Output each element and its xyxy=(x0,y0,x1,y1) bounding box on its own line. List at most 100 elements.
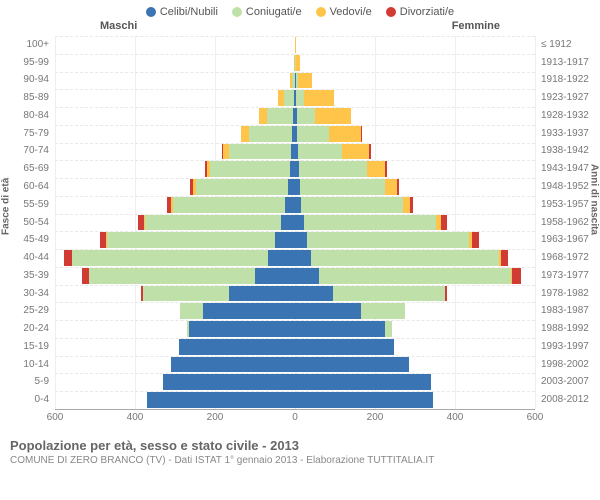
bar-segment xyxy=(285,197,295,213)
male-bar xyxy=(55,37,295,53)
age-label: 25-29 xyxy=(5,306,55,316)
age-label: 100+ xyxy=(5,40,55,50)
bar-segment xyxy=(441,215,447,231)
bar-segment xyxy=(311,250,499,266)
female-bar xyxy=(295,339,535,355)
birth-year-label: 1938-1942 xyxy=(535,146,589,156)
bar-segment xyxy=(342,144,369,160)
legend-label: Vedovi/e xyxy=(330,6,372,18)
bar-segment xyxy=(267,108,293,124)
female-bar xyxy=(295,37,535,53)
birth-year-label: 2003-2007 xyxy=(535,377,589,387)
male-bar xyxy=(55,197,295,213)
bar-segment xyxy=(403,197,410,213)
bar-segment xyxy=(295,37,296,53)
bar-segment xyxy=(179,339,295,355)
male-bar xyxy=(55,179,295,195)
male-bar xyxy=(55,108,295,124)
age-label: 55-59 xyxy=(5,200,55,210)
legend-label: Celibi/Nubili xyxy=(160,6,218,18)
bar-segment xyxy=(410,197,413,213)
male-bar xyxy=(55,250,295,266)
bar-segment xyxy=(299,161,367,177)
pyramid-row xyxy=(55,37,535,53)
plot-area: Fasce di età Anni di nascita 0-45-910-14… xyxy=(0,36,600,434)
pyramid-row xyxy=(55,250,535,266)
age-label: 60-64 xyxy=(5,182,55,192)
bar-segment xyxy=(295,232,307,248)
chart-title: Popolazione per età, sesso e stato civil… xyxy=(10,438,590,453)
birth-year-label: 1933-1937 xyxy=(535,129,589,139)
male-bar xyxy=(55,392,295,408)
bar-segment xyxy=(301,197,403,213)
bars-container xyxy=(55,36,535,409)
bar-segment xyxy=(89,268,255,284)
bar-segment xyxy=(196,179,288,195)
age-label: 5-9 xyxy=(5,377,55,387)
legend-item: Celibi/Nubili xyxy=(146,6,218,18)
pyramid-row xyxy=(55,232,535,248)
bar-segment xyxy=(189,321,295,337)
bar-segment xyxy=(385,161,387,177)
bar-segment xyxy=(295,268,319,284)
bar-segment xyxy=(295,357,409,373)
bar-segment xyxy=(107,232,275,248)
female-bar xyxy=(295,197,535,213)
bar-segment xyxy=(319,268,511,284)
bar-segment xyxy=(304,215,436,231)
age-label: 65-69 xyxy=(5,164,55,174)
birth-year-label: 1928-1932 xyxy=(535,111,589,121)
birth-year-label: 1963-1967 xyxy=(535,235,589,245)
bar-segment xyxy=(304,90,334,106)
male-bar xyxy=(55,268,295,284)
bar-segment xyxy=(333,286,445,302)
chart-footer: Popolazione per età, sesso e stato civil… xyxy=(0,434,600,466)
male-bar xyxy=(55,321,295,337)
x-tick-label: 400 xyxy=(127,412,144,423)
bar-segment xyxy=(145,215,281,231)
bar-segment xyxy=(367,161,385,177)
birth-year-label: 1953-1957 xyxy=(535,200,589,210)
legend-swatch xyxy=(146,7,156,17)
bar-segment xyxy=(180,303,203,319)
x-tick-label: 600 xyxy=(47,412,64,423)
pyramid-row xyxy=(55,303,535,319)
bar-segment xyxy=(298,73,312,89)
pyramid-row xyxy=(55,374,535,390)
birth-year-label: 1993-1997 xyxy=(535,342,589,352)
age-label: 10-14 xyxy=(5,360,55,370)
bar-segment xyxy=(512,268,521,284)
female-bar xyxy=(295,90,535,106)
legend-label: Coniugati/e xyxy=(246,6,302,18)
pyramid-row xyxy=(55,90,535,106)
bar-segment xyxy=(82,268,89,284)
bar-segment xyxy=(281,215,295,231)
female-bar xyxy=(295,161,535,177)
header-females: Femmine xyxy=(452,20,500,32)
pyramid-row xyxy=(55,197,535,213)
female-bar xyxy=(295,286,535,302)
pyramid-row xyxy=(55,357,535,373)
bar-segment xyxy=(72,250,268,266)
bar-segment xyxy=(295,392,433,408)
bar-segment xyxy=(295,303,361,319)
legend-item: Divorziati/e xyxy=(386,6,454,18)
bar-segment xyxy=(397,179,399,195)
birth-year-label: ≤ 1912 xyxy=(535,40,572,50)
male-bar xyxy=(55,90,295,106)
bar-segment xyxy=(249,126,292,142)
bar-segment xyxy=(295,286,333,302)
pyramid-row xyxy=(55,215,535,231)
male-bar xyxy=(55,357,295,373)
age-label: 50-54 xyxy=(5,218,55,228)
bar-segment xyxy=(295,339,394,355)
pyramid-row xyxy=(55,108,535,124)
bar-segment xyxy=(369,144,370,160)
bar-segment xyxy=(295,374,431,390)
bar-segment xyxy=(295,321,385,337)
male-bar xyxy=(55,161,295,177)
male-bar xyxy=(55,303,295,319)
bar-segment xyxy=(210,161,290,177)
age-label: 95-99 xyxy=(5,58,55,68)
bar-segment xyxy=(298,144,342,160)
